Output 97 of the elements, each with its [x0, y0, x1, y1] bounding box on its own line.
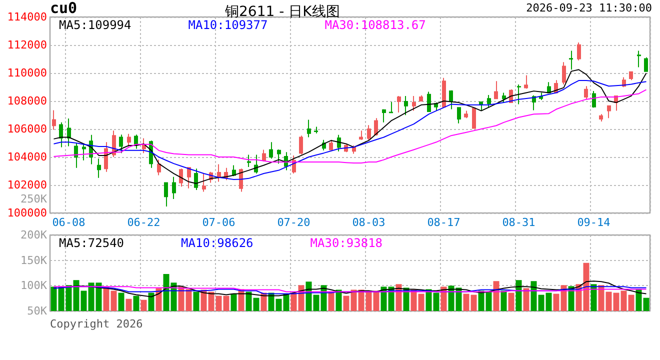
x-tick-label: 07-20 — [277, 216, 310, 229]
text: MA5:109994 — [59, 18, 132, 32]
y-tick-label: 100000 — [7, 206, 47, 220]
candlestick — [584, 86, 588, 100]
candlestick — [119, 134, 123, 154]
candlestick — [397, 95, 401, 113]
candlestick — [202, 173, 206, 192]
text: Copyright 2026 — [50, 318, 143, 330]
chart-title: 铜2611 - 日K线图 — [224, 4, 340, 20]
candlestick — [607, 105, 611, 119]
candlestick — [442, 77, 446, 108]
candlestick — [299, 135, 303, 155]
candlestick — [262, 149, 266, 162]
candlestick — [464, 110, 468, 119]
y-tick-label: 104000 — [7, 150, 47, 164]
candlestick — [374, 118, 378, 136]
text: cu0 — [50, 0, 78, 17]
candlestick — [142, 138, 146, 154]
candlestick — [449, 90, 453, 110]
y-tick-label: 150K — [20, 254, 48, 267]
y-tick-label: 110000 — [7, 66, 47, 80]
candlestick — [472, 107, 476, 129]
text: MA30:93818 — [310, 236, 383, 250]
x-tick-label: 06-22 — [127, 216, 160, 229]
candlestick — [269, 142, 273, 160]
candlestick — [577, 42, 581, 61]
candlestick — [329, 139, 333, 151]
candlestick — [359, 130, 363, 140]
text: MA5:72540 — [59, 236, 124, 250]
line-series — [53, 89, 647, 164]
candlestick — [637, 50, 641, 68]
candlestick — [412, 95, 416, 112]
candlestick — [457, 107, 461, 124]
candlestick — [592, 90, 596, 108]
candlestick — [164, 182, 168, 208]
candlestick — [404, 95, 408, 116]
candlestick — [172, 176, 176, 200]
text: MA10:98626 — [181, 236, 254, 250]
candlestick — [502, 92, 506, 104]
candlestick — [217, 164, 221, 182]
candlestick — [97, 158, 101, 178]
x-tick-label: 08-31 — [502, 216, 536, 229]
text: MA10:109377 — [188, 18, 268, 32]
candlestick — [127, 133, 131, 147]
candlestick — [382, 108, 386, 123]
x-tick-label: 06-08 — [52, 216, 86, 229]
candlestick — [367, 124, 371, 140]
candlestick — [247, 154, 251, 168]
text: 250K — [20, 192, 48, 206]
candlestick — [74, 142, 78, 168]
y-tick-label: 50K — [27, 304, 48, 318]
x-tick-label: 09-14 — [577, 216, 611, 229]
candlestick — [59, 122, 63, 148]
candlestick — [314, 126, 318, 134]
candlestick — [52, 110, 56, 130]
y-tick-label: 112000 — [7, 38, 47, 52]
text: MA30:108813.67 — [324, 18, 426, 32]
candlestick — [134, 134, 138, 150]
candlestick — [307, 119, 311, 138]
x-tick-label: 08-03 — [352, 216, 386, 229]
candlestick — [157, 159, 161, 176]
candlestick — [179, 168, 183, 188]
candlestick — [629, 70, 633, 81]
candlestick — [194, 168, 198, 191]
candlestick — [277, 148, 281, 164]
candlestick — [487, 94, 491, 108]
candlestick — [232, 164, 236, 176]
candlestick — [517, 84, 521, 105]
candlestick — [352, 145, 356, 154]
candlestick — [239, 168, 243, 192]
candlestick — [569, 50, 573, 70]
candlestick — [67, 118, 71, 147]
candlestick — [82, 143, 86, 161]
candlestick — [284, 152, 288, 171]
y-tick-label: 106000 — [7, 122, 47, 136]
candlestick — [599, 114, 603, 122]
candlestick — [479, 101, 483, 112]
candlestick — [389, 101, 393, 114]
y-tick-label: 114000 — [7, 10, 47, 24]
candlestick — [524, 74, 528, 90]
y-tick-label: 200K — [20, 228, 48, 242]
candlestick — [644, 56, 648, 72]
candlestick — [427, 91, 431, 112]
candlestick — [494, 80, 498, 100]
candlestick — [419, 94, 423, 102]
candlestick — [254, 154, 258, 174]
y-tick-label: 102000 — [7, 178, 47, 192]
x-tick-label: 07-06 — [202, 216, 236, 229]
y-tick-label: 108000 — [7, 94, 47, 108]
x-tick-label: 08-17 — [427, 216, 460, 229]
candlestick — [104, 142, 108, 172]
y-tick-label: 100K — [20, 279, 48, 292]
candlestick — [187, 167, 191, 189]
candlestick — [562, 62, 566, 85]
candlestick — [539, 92, 543, 101]
text: 2026-09-23 11:30:00 — [526, 2, 652, 14]
candlestick — [337, 134, 341, 152]
